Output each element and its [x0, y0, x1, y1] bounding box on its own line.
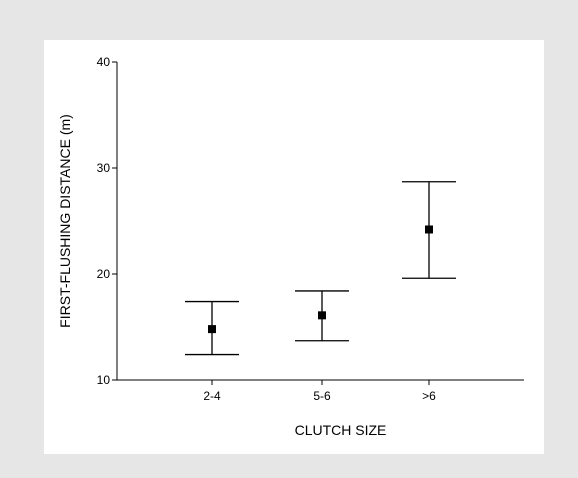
mean-point — [318, 311, 326, 320]
mean-point — [208, 325, 216, 334]
y-tick-label: 20 — [97, 267, 111, 281]
chart-panel: 10 20 30 40 2-4 5-6 >6 CLUTCH SIZE FIRST-FLUSH… — [44, 40, 544, 454]
chart-svg: 10 20 30 40 2-4 5-6 >6 CLUTCH SIZE FIRST-FLUSH… — [57, 55, 524, 438]
mean-point — [425, 225, 433, 234]
data-marks — [185, 181, 456, 356]
x-tick-label: >6 — [422, 389, 436, 403]
x-tick-label: 2-4 — [203, 389, 221, 403]
y-tick-label: 10 — [97, 373, 111, 387]
x-tick-label: 5-6 — [313, 389, 331, 403]
axes: 10 20 30 40 2-4 5-6 >6 — [97, 55, 524, 403]
y-axis-title: FIRST-FLUSHING DISTANCE (m) — [57, 114, 73, 328]
y-tick-label: 40 — [97, 55, 111, 69]
y-tick-label: 30 — [97, 161, 111, 175]
x-axis-title: CLUTCH SIZE — [295, 422, 387, 438]
